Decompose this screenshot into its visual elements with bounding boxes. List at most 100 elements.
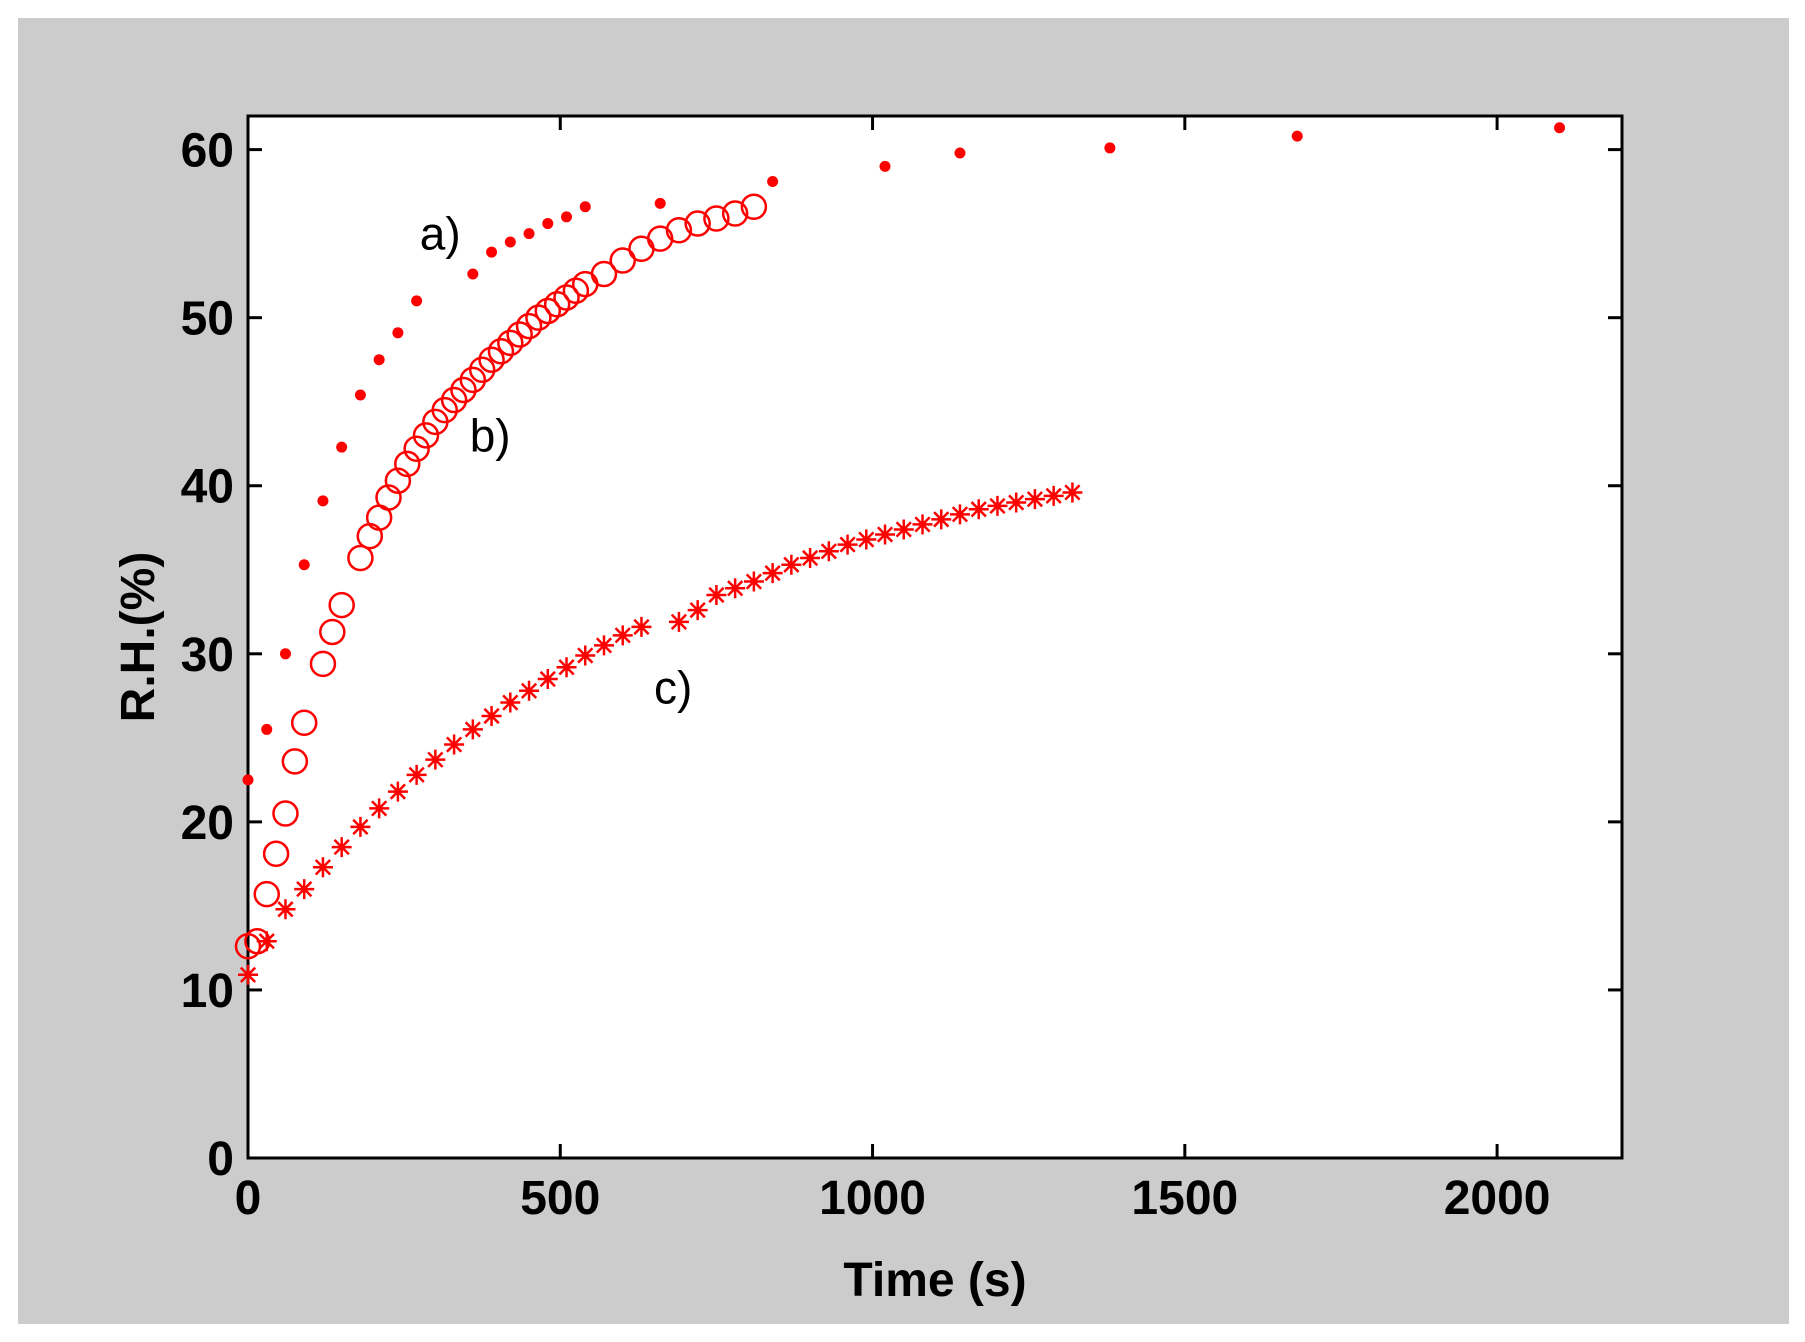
data-point — [1024, 489, 1045, 510]
data-point — [347, 544, 374, 572]
data-point — [406, 764, 427, 785]
x-tick-label: 0 — [235, 1172, 262, 1225]
data-point — [242, 774, 254, 786]
y-tick-label: 10 — [181, 965, 234, 1018]
data-point — [440, 386, 468, 414]
data-point — [542, 218, 554, 230]
data-point — [238, 964, 258, 985]
data-point — [336, 441, 348, 453]
data-point — [319, 618, 346, 646]
data-point — [384, 467, 412, 494]
data-point — [272, 800, 299, 827]
data-point — [949, 504, 970, 525]
y-tick-label: 40 — [181, 461, 234, 514]
data-point — [411, 295, 423, 307]
data-point — [703, 205, 730, 232]
data-point — [534, 297, 562, 325]
x-tick-label: 2000 — [1444, 1172, 1551, 1225]
data-point — [968, 499, 989, 520]
data-point — [478, 346, 505, 373]
data-point — [665, 217, 693, 244]
data-point — [590, 260, 618, 288]
series-annotation: a) — [420, 208, 461, 260]
data-point — [504, 236, 516, 248]
data-point — [387, 781, 408, 802]
data-point — [525, 304, 552, 331]
data-point — [468, 356, 496, 384]
data-point — [328, 591, 355, 619]
data-point — [500, 692, 521, 713]
annotations: a) b) c) — [420, 208, 693, 714]
data-point — [893, 519, 914, 540]
data-point — [1043, 485, 1064, 506]
data-point — [312, 857, 333, 878]
plot-area — [246, 114, 1624, 1160]
data-point — [412, 422, 440, 449]
data-point — [298, 559, 310, 571]
y-axis-title: R.H.(%) — [112, 552, 165, 723]
data-point — [856, 529, 877, 550]
data-point — [350, 816, 371, 837]
data-point — [668, 611, 689, 632]
data-point — [837, 534, 858, 555]
data-point — [743, 571, 764, 592]
data-point — [1062, 482, 1083, 503]
data-point — [912, 514, 933, 535]
data-point — [279, 648, 291, 660]
x-axis-title: Time (s) — [843, 1254, 1026, 1307]
y-tick-label: 50 — [181, 293, 234, 346]
data-point — [593, 635, 614, 656]
data-point — [261, 723, 273, 735]
data-point — [497, 329, 524, 357]
x-tick-label: 1000 — [819, 1172, 926, 1225]
y-tick-label: 0 — [207, 1133, 234, 1186]
data-point — [487, 338, 515, 365]
data-point — [373, 354, 385, 366]
data-point — [294, 879, 315, 900]
series-circle — [234, 193, 768, 960]
x-tick-label: 500 — [520, 1172, 600, 1225]
data-point — [575, 645, 596, 666]
data-point — [556, 657, 577, 678]
data-point — [818, 541, 839, 562]
data-point — [331, 837, 352, 858]
data-point — [467, 268, 479, 280]
data-point — [354, 389, 366, 401]
data-point — [1291, 130, 1303, 142]
data-point — [309, 650, 337, 678]
data-point — [931, 509, 952, 530]
data-point — [631, 616, 652, 637]
data-point — [431, 396, 458, 424]
data-point — [1554, 122, 1566, 134]
data-point — [262, 840, 290, 868]
data-point — [275, 899, 296, 920]
data-point — [684, 210, 711, 237]
y-tick-label: 20 — [181, 797, 234, 850]
data-point — [515, 312, 543, 340]
data-point — [800, 548, 821, 569]
data-point — [450, 376, 477, 404]
data-point — [706, 584, 727, 605]
x-tick-label: 1500 — [1131, 1172, 1238, 1225]
axis-ticks: 0 500 1000 1500 2000 0 10 20 30 40 50 60 — [181, 116, 1622, 1225]
data-point — [444, 734, 465, 755]
data-point — [392, 327, 404, 339]
data-point — [1104, 142, 1116, 154]
data-point — [481, 705, 502, 726]
data-point — [519, 680, 540, 701]
series-dot — [242, 122, 1566, 786]
chart: 0 500 1000 1500 2000 0 10 20 30 40 50 60 a) b) c) Tim… — [112, 114, 1624, 1307]
data-point — [612, 625, 633, 646]
data-point — [459, 366, 487, 394]
series-annotation: c) — [654, 661, 692, 713]
data-point — [1006, 492, 1027, 513]
data-point — [762, 563, 783, 584]
series-asterisk — [238, 482, 1083, 985]
data-point — [687, 600, 708, 621]
data-point — [256, 931, 277, 952]
data-point — [725, 578, 746, 599]
data-point — [506, 321, 533, 348]
data-point — [394, 450, 421, 478]
y-tick-label: 30 — [181, 629, 234, 682]
data-point — [987, 495, 1008, 516]
